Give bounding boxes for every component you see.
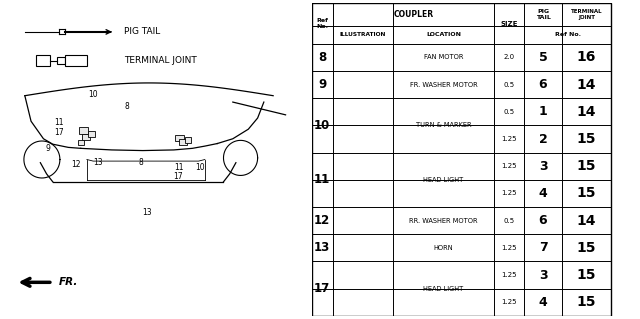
- Text: Ref
No.: Ref No.: [316, 18, 328, 29]
- Text: 0.5: 0.5: [504, 218, 515, 224]
- Text: 1.25: 1.25: [502, 163, 517, 169]
- Text: 15: 15: [577, 268, 596, 282]
- Text: LOCATION: LOCATION: [426, 32, 461, 37]
- Text: COUPLER: COUPLER: [394, 10, 433, 19]
- Text: 12: 12: [71, 160, 81, 169]
- Bar: [179, 139, 186, 145]
- Text: 13: 13: [93, 158, 102, 167]
- Text: HEAD LIGHT: HEAD LIGHT: [423, 286, 463, 292]
- Text: FR.: FR.: [59, 277, 78, 287]
- Text: 5: 5: [539, 51, 547, 64]
- Text: 10: 10: [195, 163, 205, 172]
- Text: 14: 14: [577, 105, 596, 119]
- Text: HEAD LIGHT: HEAD LIGHT: [423, 177, 463, 183]
- Text: TURN & MARKER: TURN & MARKER: [415, 122, 471, 129]
- Text: 6: 6: [539, 78, 547, 91]
- Text: 6: 6: [539, 214, 547, 227]
- Text: 8: 8: [125, 102, 130, 111]
- Text: 13: 13: [143, 208, 152, 217]
- Text: FR. WASHER MOTOR: FR. WASHER MOTOR: [410, 82, 477, 88]
- Text: 15: 15: [577, 159, 596, 173]
- Text: 4: 4: [539, 187, 547, 200]
- Text: 1.25: 1.25: [502, 299, 517, 305]
- Text: 2: 2: [539, 132, 547, 145]
- Text: 16: 16: [577, 50, 596, 64]
- Text: TERMINAL JOINT: TERMINAL JOINT: [124, 56, 197, 65]
- Text: 0.5: 0.5: [504, 82, 515, 88]
- Text: 10: 10: [314, 119, 330, 132]
- Bar: [79, 127, 88, 134]
- Text: 3: 3: [539, 269, 547, 281]
- Text: 12: 12: [314, 214, 330, 227]
- Text: 11: 11: [54, 118, 64, 127]
- Text: SIZE: SIZE: [500, 20, 518, 26]
- Text: 9: 9: [45, 144, 51, 153]
- Text: 1.25: 1.25: [502, 272, 517, 278]
- Text: 1: 1: [539, 105, 547, 118]
- Text: Ref No.: Ref No.: [555, 32, 580, 37]
- Text: 15: 15: [577, 132, 596, 146]
- Bar: [175, 135, 184, 141]
- Text: 15: 15: [577, 186, 596, 200]
- Text: 11: 11: [314, 173, 330, 186]
- Text: 1.25: 1.25: [502, 136, 517, 142]
- Text: 17: 17: [54, 128, 64, 137]
- Bar: [65, 55, 87, 66]
- Text: TERMINAL
JOINT: TERMINAL JOINT: [571, 9, 602, 20]
- Text: RR. WASHER MOTOR: RR. WASHER MOTOR: [409, 218, 478, 224]
- Text: 1.25: 1.25: [502, 190, 517, 197]
- Bar: [88, 131, 95, 137]
- Text: 9: 9: [318, 78, 326, 91]
- Text: 14: 14: [577, 214, 596, 228]
- Text: FAN MOTOR: FAN MOTOR: [424, 55, 463, 60]
- Bar: [36, 55, 50, 66]
- Text: 13: 13: [314, 241, 330, 254]
- Text: 3: 3: [539, 160, 547, 173]
- Text: 17: 17: [314, 282, 330, 295]
- Bar: [83, 134, 90, 140]
- Text: ILLUSTRATION: ILLUSTRATION: [339, 32, 386, 37]
- Text: HORN: HORN: [434, 245, 453, 251]
- Text: 2.0: 2.0: [504, 55, 515, 60]
- Text: 8: 8: [139, 158, 143, 167]
- Text: 8: 8: [318, 51, 326, 64]
- Text: PIG TAIL: PIG TAIL: [124, 27, 161, 36]
- Text: PIG
TAIL: PIG TAIL: [536, 9, 550, 20]
- Bar: [58, 57, 65, 64]
- Text: 11: 11: [173, 163, 183, 172]
- Text: 14: 14: [577, 78, 596, 92]
- Text: 15: 15: [577, 241, 596, 255]
- Text: 15: 15: [577, 295, 596, 309]
- Text: 4: 4: [539, 296, 547, 309]
- Bar: [77, 140, 84, 145]
- Text: 17: 17: [173, 172, 183, 181]
- Text: 10: 10: [88, 90, 98, 99]
- Text: 0.5: 0.5: [504, 109, 515, 115]
- Bar: [185, 137, 191, 143]
- Text: 1.25: 1.25: [502, 245, 517, 251]
- Text: 7: 7: [539, 241, 547, 254]
